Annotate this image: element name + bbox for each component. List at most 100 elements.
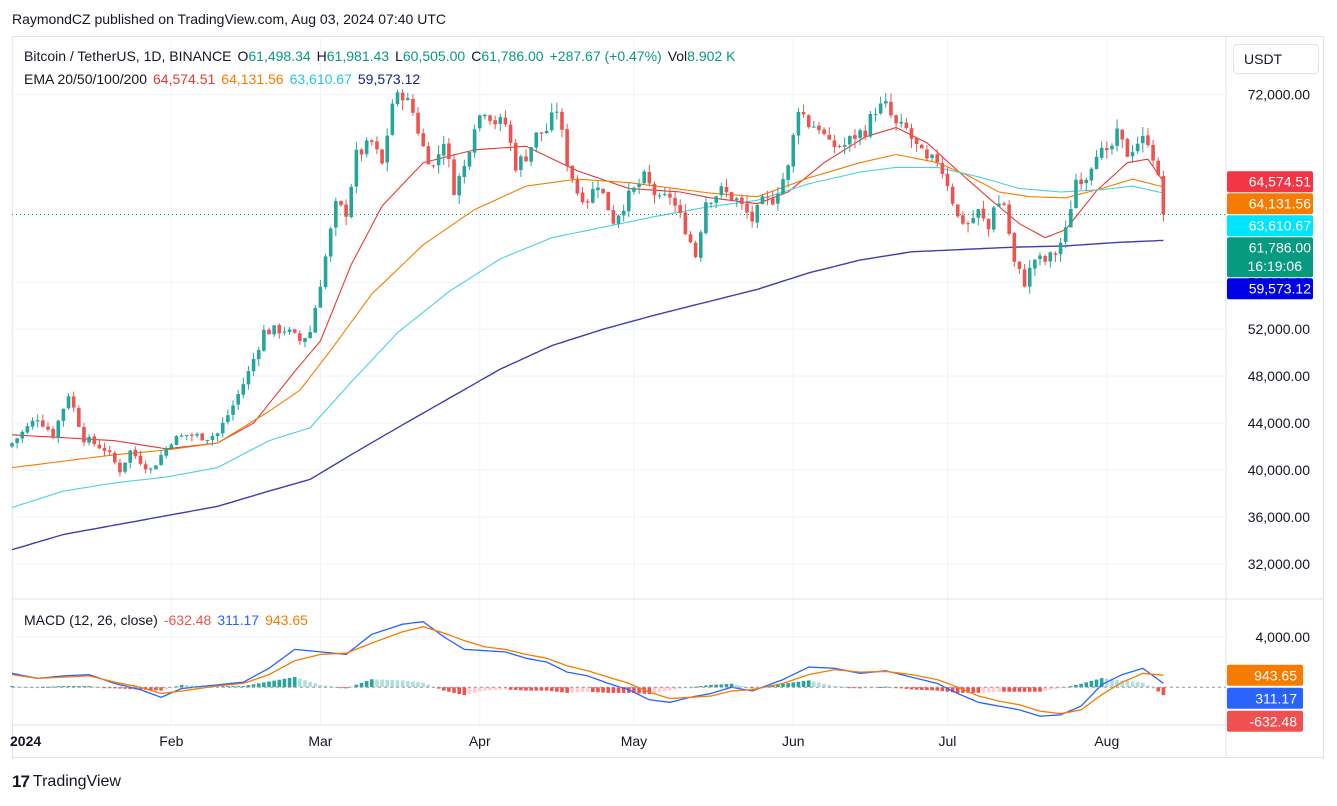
macd-histogram-bar xyxy=(555,687,559,692)
macd-histogram-bar xyxy=(524,687,528,691)
low-label: L xyxy=(395,48,403,64)
macd-histogram-bar xyxy=(575,687,580,693)
candle xyxy=(133,449,138,457)
candle xyxy=(729,192,734,201)
ema-legend[interactable]: EMA 20/50/100/200 64,574.51 64,131.56 63,61… xyxy=(24,71,426,87)
macd-label[interactable]: MACD (12, 26, close) xyxy=(24,612,158,628)
price-tag xyxy=(1227,237,1313,278)
candle xyxy=(549,112,554,131)
macd-histogram-bar xyxy=(560,687,564,693)
macd-histogram-bar xyxy=(950,687,955,693)
candle xyxy=(77,408,81,427)
macd-histogram-bar xyxy=(488,687,492,691)
macd-histogram-bar xyxy=(971,687,975,693)
macd-histogram-bar xyxy=(991,687,996,693)
candle xyxy=(441,144,446,156)
candle xyxy=(781,179,785,194)
tradingview-logo[interactable]: 17 TradingView xyxy=(12,772,121,792)
macd-histogram-bar xyxy=(25,686,30,688)
macd-histogram-bar xyxy=(873,687,878,689)
candle xyxy=(457,176,461,196)
macd-histogram-bar xyxy=(405,680,410,688)
macd-histogram-bar xyxy=(519,687,523,691)
candle xyxy=(652,183,657,196)
candle xyxy=(1048,252,1053,262)
ema-label[interactable]: EMA 20/50/100/200 xyxy=(24,71,147,87)
price-tag-label: 63,610.67 xyxy=(1249,218,1311,234)
macd-histogram-bar xyxy=(904,687,909,689)
macd-histogram-bar xyxy=(457,687,461,695)
symbol-legend[interactable]: Bitcoin / TetherUS, 1D, BINANCE O61,498.3… xyxy=(24,48,741,64)
candle xyxy=(1105,148,1109,151)
macd-tag xyxy=(1227,710,1303,732)
candle xyxy=(498,117,503,124)
candle xyxy=(812,126,816,128)
currency-button[interactable]: USDT xyxy=(1233,44,1319,74)
macd-tag-label: -632.48 xyxy=(1250,713,1298,729)
candle xyxy=(400,92,405,101)
symbol-name[interactable]: Bitcoin / TetherUS, 1D, BINANCE xyxy=(24,48,232,64)
candle xyxy=(20,431,25,439)
macd-histogram-bar xyxy=(812,681,816,688)
candle xyxy=(313,308,318,333)
macd-histogram-bar xyxy=(395,680,400,688)
macd-histogram-bar xyxy=(467,687,472,695)
candle xyxy=(580,192,585,203)
candle xyxy=(272,325,276,335)
macd-histogram-bar xyxy=(61,686,66,688)
candle xyxy=(41,420,45,427)
macd-tick-label: 4,000.00 xyxy=(1256,629,1311,645)
macd-lines xyxy=(11,621,1164,717)
candle xyxy=(724,187,729,193)
candle xyxy=(354,149,359,187)
candle xyxy=(750,211,754,222)
candle xyxy=(714,196,718,203)
candle xyxy=(51,428,55,438)
candle xyxy=(884,101,888,104)
time-tick-label: Apr xyxy=(469,733,491,749)
macd-histogram-bar xyxy=(714,684,718,688)
candle xyxy=(390,103,395,135)
macd-histogram-bar xyxy=(1002,687,1006,692)
candle xyxy=(405,98,410,101)
macd-histogram-bar xyxy=(77,686,81,688)
macd-legend[interactable]: MACD (12, 26, close) -632.48 311.17 943.65 xyxy=(24,612,314,628)
macd-tag xyxy=(1227,687,1303,709)
candle xyxy=(370,140,374,142)
candle xyxy=(483,114,487,117)
macd-histogram-bar xyxy=(698,686,703,688)
macd-histogram-bar xyxy=(498,687,503,690)
macd-histogram-bar xyxy=(827,684,832,688)
candle xyxy=(914,137,919,145)
candle xyxy=(935,154,939,163)
candle xyxy=(477,115,482,129)
macd-histogram-bar xyxy=(46,686,50,688)
candle xyxy=(1110,145,1114,150)
macd-histogram-bar xyxy=(976,687,981,693)
macd-histogram-bar xyxy=(1089,680,1094,688)
candle xyxy=(66,396,71,409)
close-label: C xyxy=(471,48,482,64)
candle xyxy=(467,152,472,167)
macd-histogram-bar xyxy=(529,687,533,691)
macd-axis: 4,000.00 xyxy=(1256,629,1311,645)
candle xyxy=(806,115,811,128)
change-value: +287.67 (+0.47%) xyxy=(549,48,662,64)
macd-histogram-bar xyxy=(693,686,698,688)
macd-histogram-bar xyxy=(817,682,821,688)
price-tick-label: 36,000.00 xyxy=(1248,509,1310,525)
candle xyxy=(503,117,508,125)
macd-tag xyxy=(1227,664,1303,686)
candle xyxy=(1079,179,1083,185)
candle xyxy=(925,149,929,159)
candle xyxy=(1027,267,1032,287)
macd-histogram-bar xyxy=(1084,682,1089,688)
candle xyxy=(786,165,790,180)
macd-histogram-bar xyxy=(380,679,384,688)
macd-histogram-bar xyxy=(292,676,297,688)
candle xyxy=(436,154,441,166)
price-tag-label: 61,786.00 xyxy=(1249,240,1311,256)
close-value: 61,786.00 xyxy=(481,48,544,64)
candle xyxy=(688,234,693,243)
